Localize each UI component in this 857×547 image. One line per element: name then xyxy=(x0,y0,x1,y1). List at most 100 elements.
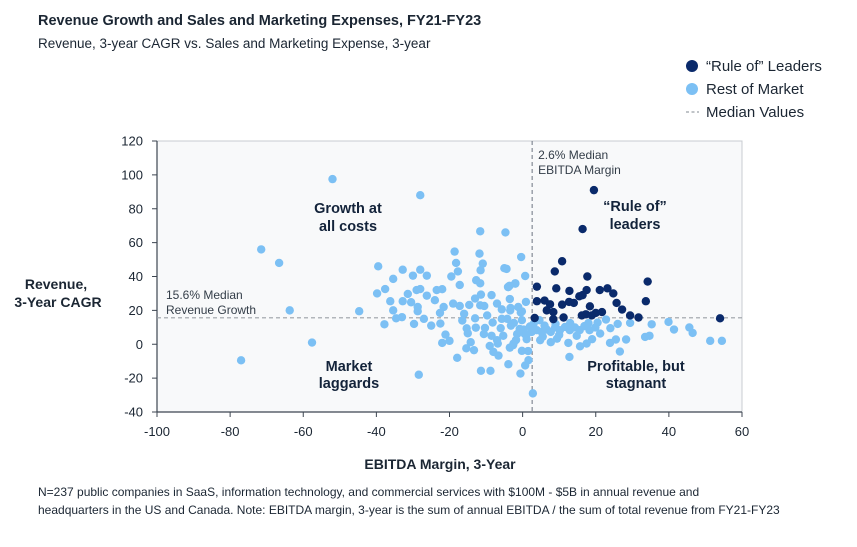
market-point xyxy=(645,331,654,340)
quadrant-label-laggards-line1: Market xyxy=(326,359,373,375)
chart-subtitle: Revenue, 3-year CAGR vs. Sales and Marke… xyxy=(38,36,431,51)
market-point xyxy=(419,314,429,324)
market-point xyxy=(517,315,527,325)
market-point xyxy=(409,319,419,329)
market-point xyxy=(492,299,502,308)
market-point xyxy=(476,266,485,275)
y-tick-label: 120 xyxy=(121,134,143,149)
market-point xyxy=(494,351,503,360)
market-point xyxy=(611,335,621,344)
leader-point xyxy=(530,313,539,323)
y-tick-label: 20 xyxy=(129,303,143,318)
market-point xyxy=(504,282,513,292)
market-point xyxy=(688,328,697,338)
market-point xyxy=(422,271,432,280)
legend-label-leaders: “Rule of” Leaders xyxy=(706,58,822,75)
y-tick-label: 40 xyxy=(129,269,143,284)
legend-label-median: Median Values xyxy=(706,104,804,121)
legend-marker-rest xyxy=(686,83,698,95)
market-point xyxy=(436,319,445,328)
y-tick-label: -40 xyxy=(124,405,143,420)
market-point xyxy=(496,323,505,333)
market-point xyxy=(664,317,673,327)
market-point xyxy=(575,342,585,351)
market-point xyxy=(452,353,462,362)
quadrant-label-leaders-line2: leaders xyxy=(610,217,661,233)
market-point xyxy=(505,306,515,315)
market-point xyxy=(501,228,510,237)
quadrant-label-growth-line1: Growth at xyxy=(314,201,382,217)
market-point xyxy=(451,258,461,268)
market-point xyxy=(388,306,398,315)
leader-point xyxy=(578,224,587,234)
market-point xyxy=(448,299,458,308)
market-point xyxy=(416,191,425,200)
series-rule-of-leaders xyxy=(530,185,725,324)
market-point xyxy=(538,332,547,341)
market-point xyxy=(669,325,679,334)
x-tick-label: -80 xyxy=(221,424,240,439)
y-tick-label: 100 xyxy=(121,167,143,182)
market-point xyxy=(500,264,509,273)
market-point xyxy=(437,285,447,294)
market-point xyxy=(503,314,512,324)
market-point xyxy=(257,245,266,254)
market-point xyxy=(453,267,463,276)
market-point xyxy=(717,336,727,346)
market-point xyxy=(487,290,496,300)
market-point xyxy=(386,297,395,306)
market-point xyxy=(479,329,489,339)
market-point xyxy=(462,344,471,353)
leader-point xyxy=(532,282,542,291)
market-point xyxy=(509,318,519,328)
market-point xyxy=(523,346,533,356)
market-point xyxy=(565,318,575,328)
leader-point xyxy=(559,313,568,322)
market-point xyxy=(445,336,454,346)
market-point xyxy=(459,309,469,318)
market-point xyxy=(524,355,533,365)
market-point xyxy=(328,174,337,184)
leader-point xyxy=(565,286,574,296)
market-point xyxy=(374,262,383,271)
market-point xyxy=(478,259,487,268)
y-tick-label: -20 xyxy=(124,371,143,386)
market-point xyxy=(470,294,480,303)
leader-point xyxy=(609,289,618,298)
chart-title: Revenue Growth and Sales and Marketing E… xyxy=(38,13,481,29)
market-point xyxy=(470,314,480,323)
series-rest-of-market xyxy=(236,174,727,398)
market-point xyxy=(354,307,364,316)
market-point xyxy=(469,345,479,355)
leader-point xyxy=(550,267,559,276)
quadrant-label-leaders-line1: “Rule of” xyxy=(603,199,667,215)
legend-marker-leaders xyxy=(686,60,698,72)
market-point xyxy=(476,279,485,288)
market-point xyxy=(397,312,407,322)
y-tick-label: 80 xyxy=(129,201,143,216)
market-point xyxy=(408,271,418,280)
x-tick-label: 40 xyxy=(662,424,676,439)
x-tick-label: -100 xyxy=(144,424,170,439)
leader-point xyxy=(578,290,587,300)
market-point xyxy=(435,308,445,318)
median-revenue-label: 15.6% Median xyxy=(166,288,243,302)
quadrant-label-stagnant-line2: stagnant xyxy=(606,376,667,392)
leader-point xyxy=(557,300,567,309)
y-axis-label-line2: 3-Year CAGR xyxy=(14,294,101,310)
market-point xyxy=(606,323,615,333)
x-tick-label: -60 xyxy=(294,424,313,439)
market-point xyxy=(380,320,389,329)
market-point xyxy=(455,301,464,311)
leader-point xyxy=(612,298,621,308)
market-point xyxy=(621,335,631,344)
market-point xyxy=(528,389,538,398)
market-point xyxy=(380,284,390,294)
footnote-line2: headquarters in the US and Canada. Note:… xyxy=(38,503,780,517)
market-point xyxy=(517,346,527,356)
market-point xyxy=(615,347,625,356)
market-point xyxy=(398,297,407,306)
market-point xyxy=(601,315,611,324)
market-point xyxy=(441,330,450,339)
market-point xyxy=(427,321,436,330)
